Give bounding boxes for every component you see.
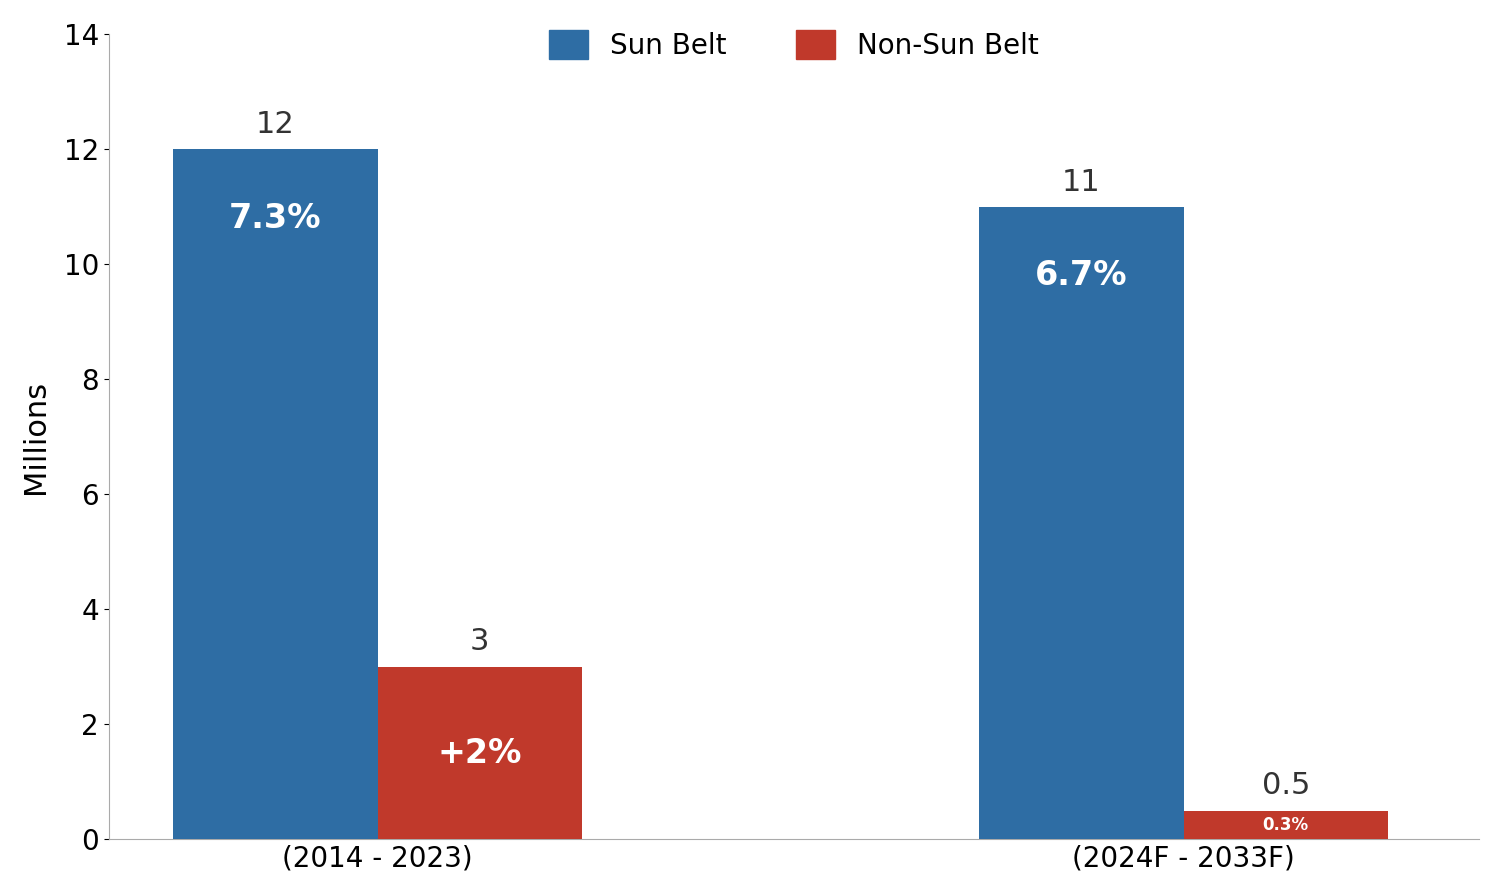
Text: 11: 11 [1062, 168, 1101, 196]
Bar [378, 667, 582, 839]
Bar [1184, 811, 1388, 839]
Y-axis label: Millions: Millions [21, 380, 50, 494]
Text: 0.5: 0.5 [1262, 772, 1310, 800]
Text: 6.7%: 6.7% [1035, 259, 1128, 292]
Text: +2%: +2% [438, 737, 522, 770]
Text: 7.3%: 7.3% [230, 202, 321, 235]
Text: 3: 3 [470, 628, 489, 656]
Text: 0.3%: 0.3% [1263, 816, 1310, 834]
Legend: Sun Belt, Non-Sun Belt: Sun Belt, Non-Sun Belt [536, 16, 1053, 73]
Bar [980, 207, 1184, 839]
Text: 12: 12 [256, 110, 296, 139]
Bar [174, 149, 378, 839]
